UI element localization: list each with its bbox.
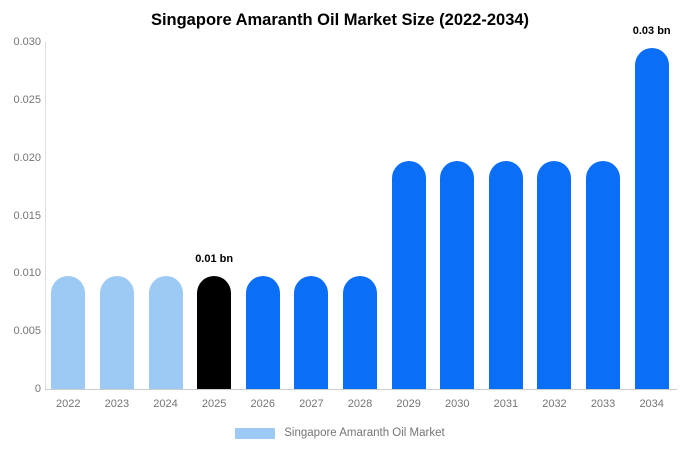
x-axis-label-2034: 2034 [639,398,664,410]
x-axis-label-2032: 2032 [542,398,567,410]
x-axis-line [45,389,677,390]
x-axis-label-2031: 2031 [493,398,519,410]
x-axis-label-2030: 2030 [444,398,470,410]
x-axis-label-2022: 2022 [56,398,81,410]
bar-2032[interactable] [537,161,572,389]
y-axis-tick-label: 0.015 [13,209,41,222]
bar-value-label: 0.03 bn [632,24,671,37]
x-axis-label-2024: 2024 [153,398,178,410]
bar-2024[interactable] [148,275,183,389]
y-axis-tick-label: 0.010 [13,267,41,280]
x-axis-label-2023: 2023 [104,398,130,410]
legend[interactable]: Singapore Amaranth Oil Market [0,424,680,442]
chart-title: Singapore Amaranth Oil Market Size (2022… [150,11,530,29]
y-axis-tick-label: 0.030 [13,36,41,48]
x-axis-label-2033: 2033 [590,398,616,410]
y-axis-line [45,42,46,389]
bar-2028[interactable] [343,275,377,389]
bar-2023[interactable] [99,275,134,389]
x-axis-label-2026: 2026 [250,398,275,410]
bar-2025[interactable] [197,275,232,389]
x-axis-label-2028: 2028 [347,398,373,410]
bar-2029[interactable] [391,161,426,389]
x-axis-label-2029: 2029 [396,398,421,410]
bar-2026[interactable] [245,275,280,389]
legend-swatch [235,427,276,439]
bar-2034[interactable] [634,47,669,389]
bar-value-label: 0.01 bn [195,252,234,265]
bar-2031[interactable] [488,161,523,389]
x-axis-label-2025: 2025 [201,398,227,410]
y-axis-tick-label: 0 [34,383,41,395]
y-axis-tick-label: 0.005 [13,325,41,338]
y-axis-tick-label: 0.025 [13,93,41,106]
bar-2022[interactable] [51,275,86,389]
bar-2033[interactable] [586,161,621,389]
legend-label: Singapore Amaranth Oil Market [284,427,445,439]
y-axis-tick-label: 0.020 [13,151,41,164]
bar-2030[interactable] [440,161,475,389]
bar-2027[interactable] [294,275,329,389]
x-axis-label-2027: 2027 [299,398,324,410]
